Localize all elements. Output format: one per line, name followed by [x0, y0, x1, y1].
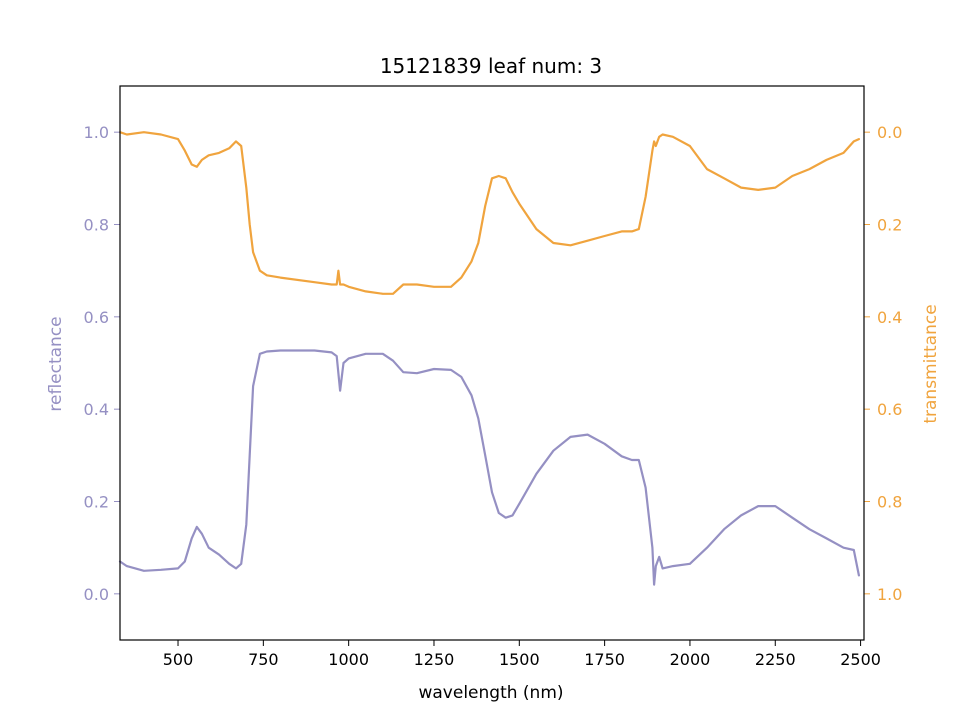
x-tick-label: 500	[163, 650, 194, 669]
chart-marks: 500 750 1000 1250 1500 1750 2000 2250 2500 0.0 0.2…	[84, 123, 903, 669]
y-tick-label-right: 0.0	[877, 123, 902, 142]
y-tick-label-right: 0.6	[877, 400, 902, 419]
x-tick-label: 2000	[670, 650, 711, 669]
y-tick-label-left: 0.4	[84, 400, 109, 419]
x-tick-label: 1250	[414, 650, 455, 669]
x-axis-label: wavelength (nm)	[418, 683, 563, 703]
x-tick-label: 2500	[840, 650, 881, 669]
x-tick-label: 2250	[755, 650, 796, 669]
y-tick-label-left: 0.6	[84, 308, 109, 327]
series-line-reflectance	[118, 349, 861, 586]
y-tick-label-right: 1.0	[877, 585, 902, 604]
y-tick-label-right: 0.8	[877, 493, 902, 512]
x-tick-label: 750	[248, 650, 279, 669]
chart-title: 15121839 leaf num: 3	[380, 54, 602, 78]
x-tick-label: 1750	[584, 650, 625, 669]
y-tick-label-right: 0.2	[877, 216, 902, 235]
x-tick-label: 1500	[499, 650, 540, 669]
y-axis-label-right: transmittance	[921, 304, 941, 423]
y-tick-label-left: 1.0	[84, 123, 109, 142]
y-tick-label-left: 0.8	[84, 216, 109, 235]
plot-frame	[119, 85, 865, 641]
series-line-transmittance	[118, 131, 861, 295]
x-tick-label: 1000	[328, 650, 369, 669]
y-axis-label-left: reflectance	[46, 316, 66, 411]
y-tick-label-left: 0.0	[84, 585, 109, 604]
y-tick-label-left: 0.2	[84, 493, 109, 512]
y-tick-label-right: 0.4	[877, 308, 902, 327]
